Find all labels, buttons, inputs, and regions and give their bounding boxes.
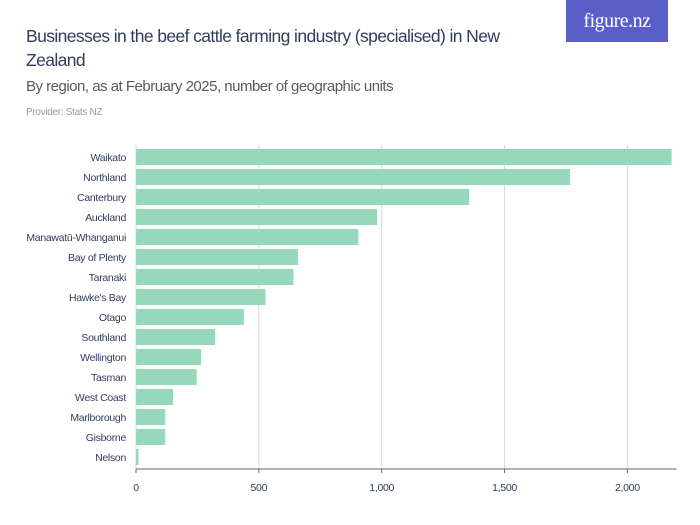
category-label: Hawke's Bay: [69, 292, 127, 304]
bar-canterbury: [136, 189, 470, 205]
category-label: Manawatū-Whanganui: [26, 232, 126, 244]
category-label: Marlborough: [70, 412, 126, 424]
category-label: Waikato: [91, 152, 127, 164]
category-label: Bay of Plenty: [68, 252, 127, 264]
category-label: West Coast: [75, 392, 126, 404]
bar-marlborough: [136, 409, 166, 425]
bar-bay-of-plenty: [136, 249, 298, 265]
x-tick-label: 0: [133, 482, 139, 494]
bar-northland: [136, 169, 571, 185]
category-label: Nelson: [95, 452, 126, 464]
bar-hawke-s-bay: [136, 289, 266, 305]
x-tick-label: 1,000: [369, 482, 394, 494]
category-label: Gisborne: [86, 432, 127, 444]
category-label: Taranaki: [89, 272, 126, 284]
bar-otago: [136, 309, 244, 325]
chart-title: Businesses in the beef cattle farming in…: [26, 26, 500, 70]
category-label: Tasman: [91, 372, 126, 384]
bar-tasman: [136, 369, 197, 385]
bar-manawat-whanganui: [136, 229, 359, 245]
category-label: Canterbury: [77, 192, 127, 204]
x-tick-label: 2,000: [615, 482, 640, 494]
x-tick-label: 500: [251, 482, 268, 494]
bar-west-coast: [136, 389, 174, 405]
category-label: Southland: [81, 332, 126, 344]
bar-auckland: [136, 209, 378, 225]
bar-nelson: [136, 449, 139, 465]
provider-label: Provider: Stats NZ: [26, 107, 103, 118]
figure-nz-logo[interactable]: figure.nz: [566, 0, 668, 42]
bar-southland: [136, 329, 216, 345]
bar-taranaki: [136, 269, 294, 285]
category-label: Otago: [99, 312, 127, 324]
category-label: Wellington: [80, 352, 126, 364]
x-tick-label: 1,500: [492, 482, 517, 494]
bar-waikato: [136, 149, 672, 165]
category-label: Auckland: [85, 212, 126, 224]
chart-subtitle: By region, as at February 2025, number o…: [26, 78, 394, 95]
bar-gisborne: [136, 429, 166, 445]
category-label: Northland: [83, 172, 126, 184]
bar-wellington: [136, 349, 202, 365]
